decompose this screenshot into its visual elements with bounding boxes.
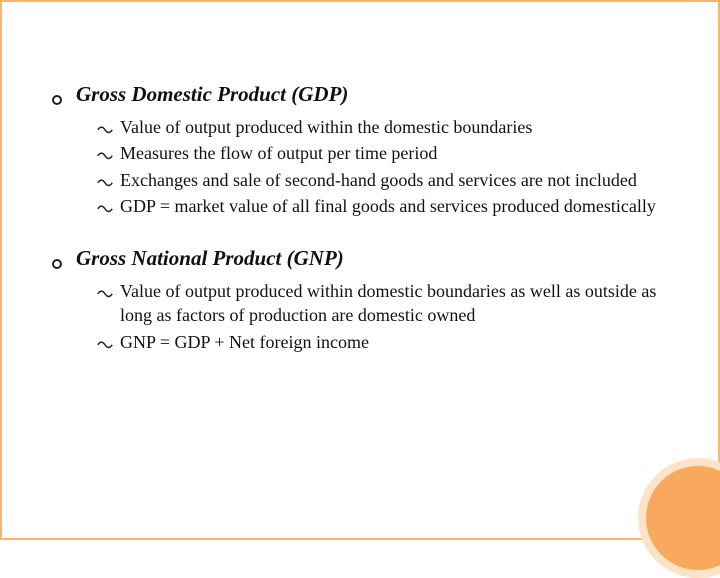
list-item: Value of output produced within domestic… xyxy=(96,279,658,328)
section-header: Gross Domestic Product (GDP) xyxy=(52,82,658,107)
wave-bullet-icon xyxy=(96,283,114,301)
ring-bullet-icon xyxy=(52,95,62,105)
wave-bullet-icon xyxy=(96,334,114,352)
list-item: GNP = GDP + Net foreign income xyxy=(96,330,658,354)
decor-corner-circle xyxy=(638,458,720,578)
section-title-gdp: Gross Domestic Product (GDP) xyxy=(76,82,348,107)
wave-bullet-icon xyxy=(96,119,114,137)
section-gdp: Gross Domestic Product (GDP) Value of ou… xyxy=(52,82,658,218)
slide-content: Gross Domestic Product (GDP) Value of ou… xyxy=(52,82,658,382)
wave-bullet-icon xyxy=(96,198,114,216)
list-item-text: Exchanges and sale of second-hand goods … xyxy=(120,168,658,192)
sub-list-gnp: Value of output produced within domestic… xyxy=(96,279,658,354)
list-item-text: Value of output produced within domestic… xyxy=(120,279,658,328)
list-item-text: GNP = GDP + Net foreign income xyxy=(120,330,658,354)
sub-list-gdp: Value of output produced within the dome… xyxy=(96,115,658,218)
ring-bullet-icon xyxy=(52,259,62,269)
list-item: GDP = market value of all final goods an… xyxy=(96,194,658,218)
list-item-text: GDP = market value of all final goods an… xyxy=(120,194,658,218)
list-item-text: Value of output produced within the dome… xyxy=(120,115,658,139)
section-gnp: Gross National Product (GNP) Value of ou… xyxy=(52,246,658,354)
list-item: Measures the flow of output per time per… xyxy=(96,141,658,165)
slide-frame: Gross Domestic Product (GDP) Value of ou… xyxy=(0,0,720,540)
wave-bullet-icon xyxy=(96,172,114,190)
section-header: Gross National Product (GNP) xyxy=(52,246,658,271)
list-item: Exchanges and sale of second-hand goods … xyxy=(96,168,658,192)
list-item-text: Measures the flow of output per time per… xyxy=(120,141,658,165)
list-item: Value of output produced within the dome… xyxy=(96,115,658,139)
wave-bullet-icon xyxy=(96,145,114,163)
section-title-gnp: Gross National Product (GNP) xyxy=(76,246,344,271)
